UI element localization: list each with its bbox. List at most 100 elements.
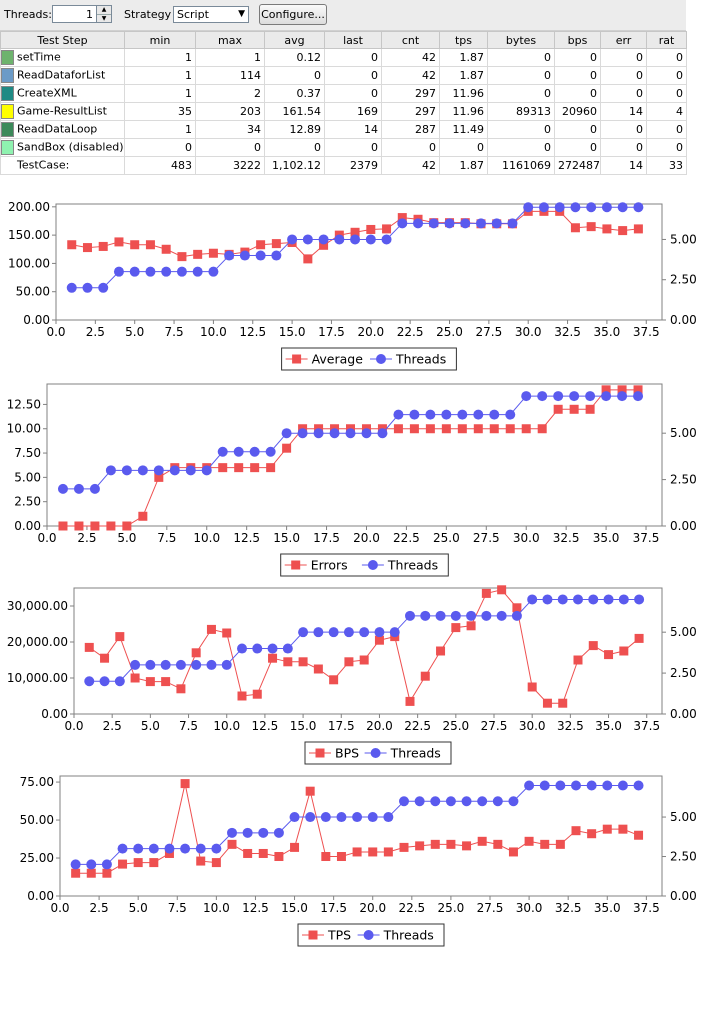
- table-cell: 161.54: [264, 102, 325, 121]
- strategy-select[interactable]: Script ▼: [173, 6, 249, 23]
- y-tick-label: 75.00: [20, 775, 54, 789]
- x-tick-label: 0.0: [37, 531, 56, 545]
- x-tick-label: 30.0: [519, 719, 546, 733]
- data-point: [265, 446, 276, 457]
- data-point: [57, 483, 68, 494]
- chevron-down-icon[interactable]: ▼: [238, 9, 245, 19]
- errors-chart: 0.0 2.5 5.0 7.5 10.0 12.5 15.0 17.5 20.0 22.5 25.0…: [0, 382, 700, 582]
- legend-label: Threads: [387, 558, 438, 573]
- data-point: [133, 843, 144, 854]
- x-tick-label: 37.5: [633, 719, 660, 733]
- threads-value[interactable]: 1: [86, 8, 93, 21]
- table-cell: 0: [487, 48, 555, 67]
- test-step-name: ReadDataLoop: [0, 120, 125, 139]
- column-header[interactable]: max: [195, 31, 265, 49]
- data-point: [66, 282, 77, 293]
- data-point: [86, 859, 97, 870]
- table-cell: 14: [324, 120, 382, 139]
- data-point: [383, 812, 394, 823]
- data-point: [117, 843, 128, 854]
- configure-button[interactable]: Configure...: [259, 4, 327, 25]
- data-point: [430, 839, 440, 849]
- table-row[interactable]: CreateXML 1 2 0.37 0 297 11.96 0 0 0 0: [0, 84, 687, 103]
- data-point: [489, 409, 500, 420]
- data-point: [344, 657, 354, 667]
- column-header[interactable]: tps: [439, 31, 488, 49]
- data-point: [573, 655, 583, 665]
- table-row[interactable]: Game-ResultList 35 203 161.54 169 297 11.96 893…: [0, 102, 687, 121]
- spinner-down-icon[interactable]: ▼: [101, 15, 107, 22]
- column-header[interactable]: err: [600, 31, 647, 49]
- spinner-up-icon[interactable]: ▲: [97, 6, 111, 15]
- column-header[interactable]: min: [124, 31, 196, 49]
- x-tick-label: 37.5: [633, 531, 660, 545]
- data-point: [195, 843, 206, 854]
- strategy-value[interactable]: Script: [177, 8, 209, 21]
- data-point: [282, 443, 292, 453]
- column-header[interactable]: bps: [554, 31, 601, 49]
- threads-spinner-buttons[interactable]: ▲ ▼: [96, 6, 111, 22]
- data-point: [604, 650, 614, 660]
- data-point: [313, 627, 324, 638]
- data-point: [618, 226, 628, 236]
- data-point: [271, 239, 281, 249]
- data-point: [243, 848, 253, 858]
- table-row[interactable]: ReadDataLoop 1 34 12.89 14 287 11.49 0 0 0 0: [0, 120, 687, 139]
- table-cell: 0: [646, 66, 687, 85]
- x-tick-label: 32.5: [557, 719, 584, 733]
- table-row[interactable]: ReadDataforList 1 114 0 0 42 1.87 0 0 0 0: [0, 66, 687, 85]
- data-point: [164, 843, 175, 854]
- y-tick-label: 25.00: [20, 851, 54, 865]
- data-point: [329, 428, 340, 439]
- table-row[interactable]: setTime 1 1 0.12 0 42 1.87 0 0 0 0: [0, 48, 687, 67]
- data-point: [84, 642, 94, 652]
- column-header[interactable]: Test Step: [0, 31, 125, 49]
- data-point: [252, 643, 263, 654]
- y2-tick-label: 0.00: [670, 889, 697, 903]
- column-header[interactable]: rat: [646, 31, 687, 49]
- column-header[interactable]: cnt: [381, 31, 440, 49]
- x-tick-label: 22.5: [404, 719, 431, 733]
- x-tick-label: 27.5: [475, 325, 502, 339]
- data-point: [298, 657, 308, 667]
- data-point: [538, 202, 549, 213]
- column-header[interactable]: bytes: [487, 31, 555, 49]
- data-point: [527, 594, 538, 605]
- data-point: [399, 842, 409, 852]
- data-point: [508, 796, 519, 807]
- data-point: [361, 428, 372, 439]
- data-point: [603, 594, 614, 605]
- column-header[interactable]: last: [324, 31, 382, 49]
- plot-area: [55, 203, 663, 321]
- data-point: [161, 677, 171, 687]
- y-tick-label: 10,000.00: [7, 671, 68, 685]
- threads-spinner[interactable]: 1 ▲ ▼: [52, 5, 112, 23]
- data-point: [208, 266, 219, 277]
- data-point: [211, 858, 221, 868]
- data-point: [282, 643, 293, 654]
- table-cell: 35: [124, 102, 196, 121]
- data-point: [99, 676, 110, 687]
- table-cell: 0.37: [264, 84, 325, 103]
- data-point: [617, 391, 628, 402]
- data-point: [352, 847, 362, 857]
- data-point: [67, 240, 77, 250]
- data-point: [320, 812, 331, 823]
- data-point: [450, 610, 461, 621]
- table-cell: 20960: [554, 102, 601, 121]
- data-point: [462, 841, 472, 851]
- table-header-row: Test Step min max avg last cnt tps bytes bps err r…: [0, 31, 687, 49]
- data-point: [477, 796, 488, 807]
- data-point: [227, 827, 237, 838]
- x-tick-label: 2.5: [90, 901, 109, 915]
- table-row[interactable]: SandBox (disabled) 0 0 0 0 0 0 0 0 0 0: [0, 138, 687, 157]
- table-cell: 1.87: [439, 156, 488, 175]
- column-header[interactable]: avg: [264, 31, 325, 49]
- x-tick-label: 35.0: [594, 901, 621, 915]
- table-cell: 203: [195, 102, 265, 121]
- table-row[interactable]: TestCase: 483 3222 1,102.12 2379 42 1.87 116106…: [0, 156, 687, 175]
- data-point: [393, 409, 404, 420]
- legend-marker: [308, 930, 318, 940]
- table-cell: 1: [195, 48, 265, 67]
- data-point: [381, 234, 392, 245]
